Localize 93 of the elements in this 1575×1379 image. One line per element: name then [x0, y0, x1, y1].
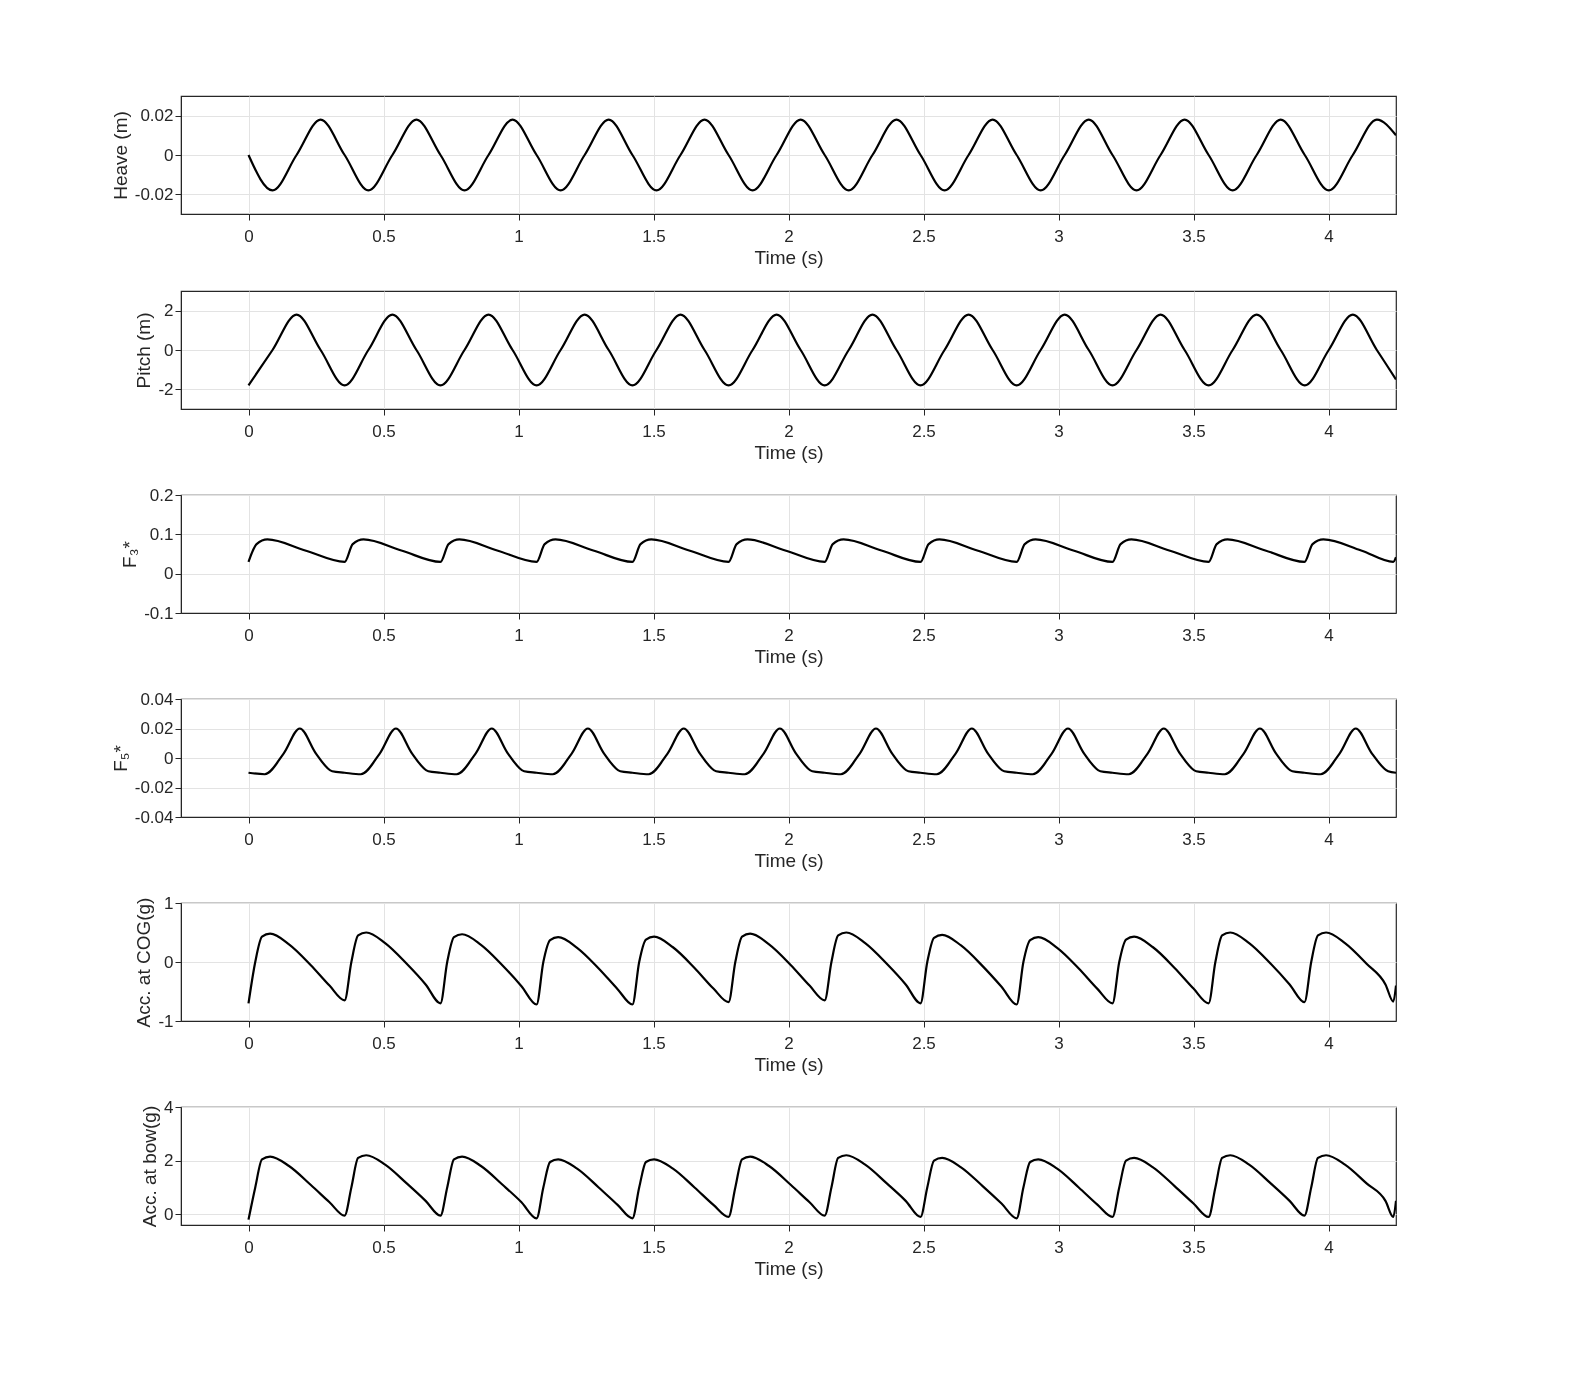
y-tick-label: 0: [164, 340, 174, 360]
y-tick-label: -1: [158, 1011, 174, 1031]
x-tick-label: 3: [1054, 1237, 1064, 1257]
y-tick-label: 0.2: [149, 485, 174, 505]
x-tick-label: 1: [514, 625, 524, 645]
y-tick-label: -0.02: [134, 184, 174, 204]
y-tick-label: 0: [164, 1204, 174, 1224]
y-tick-label: 2: [164, 1151, 174, 1171]
x-tick-label: 0.5: [372, 1237, 396, 1257]
x-tick-label: 1: [514, 421, 524, 441]
y-axis-title: Pitch (m): [133, 312, 155, 389]
x-tick-label: 0.5: [372, 625, 396, 645]
y-tick-label: 0: [164, 748, 174, 768]
x-tick-label: 1: [514, 1033, 524, 1053]
x-tick-label: 4: [1324, 1237, 1334, 1257]
y-tick-label: 1: [164, 893, 174, 913]
x-tick-label: 1.5: [642, 421, 666, 441]
y-axis-title: F₃*: [119, 540, 141, 568]
x-tick-label: 2.5: [912, 226, 936, 246]
x-tick-label: 2: [784, 421, 794, 441]
x-tick-label: 3.5: [1182, 829, 1206, 849]
y-tick-label: 0: [164, 564, 174, 584]
x-tick-label: 3.5: [1182, 226, 1206, 246]
x-tick-label: 3.5: [1182, 421, 1206, 441]
y-axis-title: Heave (m): [109, 111, 131, 200]
y-tick-label: 0: [164, 145, 174, 165]
line-series: [247, 118, 1396, 192]
x-tick-label: 0.5: [372, 829, 396, 849]
y-tick-label: 0.1: [149, 524, 174, 544]
x-tick-label: 3.5: [1182, 1033, 1206, 1053]
y-axis-title: F₅*: [109, 744, 131, 772]
x-tick-label: 4: [1324, 226, 1334, 246]
x-tick-label: 1.5: [642, 226, 666, 246]
x-tick-label: 1.5: [642, 829, 666, 849]
x-tick-label: 1: [514, 1237, 524, 1257]
x-tick-label: 3: [1054, 421, 1064, 441]
y-tick-label: 2: [164, 301, 174, 321]
y-tick-label: -2: [158, 379, 174, 399]
y-axis-title: Acc. at bow(g): [139, 1105, 161, 1228]
x-tick-label: 3: [1054, 829, 1064, 849]
x-tick-label: 0: [244, 1033, 254, 1053]
y-tick-label: -0.02: [134, 778, 174, 797]
x-tick-label: 1.5: [642, 1237, 666, 1257]
x-tick-label: 0: [244, 226, 254, 246]
x-tick-label: 0: [244, 829, 254, 849]
y-tick-label: 0: [164, 952, 174, 972]
line-series: [247, 1154, 1396, 1221]
x-tick-label: 3.5: [1182, 625, 1206, 645]
x-tick-label: 2.5: [912, 625, 936, 645]
x-tick-label: 2: [784, 226, 794, 246]
x-tick-label: 3: [1054, 1033, 1064, 1053]
x-tick-label: 0.5: [372, 226, 396, 246]
x-tick-label: 3: [1054, 625, 1064, 645]
x-tick-label: 0: [244, 421, 254, 441]
x-tick-label: 2: [784, 829, 794, 849]
x-tick-label: 0: [244, 1237, 254, 1257]
x-tick-label: 2: [784, 1237, 794, 1257]
x-tick-label: 0: [244, 625, 254, 645]
y-tick-label: -0.04: [134, 807, 174, 827]
line-series: [247, 313, 1396, 387]
x-tick-label: 0.5: [372, 1033, 396, 1053]
x-tick-label: 4: [1324, 625, 1334, 645]
y-tick-label: 0.02: [140, 719, 174, 738]
x-tick-label: 1: [514, 226, 524, 246]
x-tick-label: 2.5: [912, 421, 936, 441]
x-axis-title: Time (s): [754, 645, 824, 667]
x-tick-label: 2: [784, 625, 794, 645]
x-axis-title: Time (s): [754, 1053, 824, 1075]
x-tick-label: 2.5: [912, 1237, 936, 1257]
y-tick-label: 4: [164, 1097, 174, 1117]
x-tick-label: 1.5: [642, 1033, 666, 1053]
x-tick-label: 1.5: [642, 625, 666, 645]
x-tick-label: 3: [1054, 226, 1064, 246]
line-series: [247, 538, 1396, 563]
x-axis-title: Time (s): [754, 246, 824, 268]
y-axis-title: Acc. at COG(g): [133, 897, 155, 1028]
y-tick-label: 0.02: [140, 106, 174, 126]
x-tick-label: 4: [1324, 421, 1334, 441]
y-tick-label: -0.1: [144, 603, 174, 623]
x-tick-label: 4: [1324, 1033, 1334, 1053]
x-tick-label: 2.5: [912, 829, 936, 849]
x-tick-label: 1: [514, 829, 524, 849]
x-tick-label: 2.5: [912, 1033, 936, 1053]
x-axis-title: Time (s): [754, 849, 824, 871]
x-tick-label: 2: [784, 1033, 794, 1053]
x-tick-label: 3.5: [1182, 1237, 1206, 1257]
y-tick-label: 0.04: [140, 689, 174, 709]
x-axis-title: Time (s): [754, 1257, 824, 1279]
x-tick-label: 0.5: [372, 421, 396, 441]
line-series: [247, 727, 1396, 776]
x-tick-label: 4: [1324, 829, 1334, 849]
line-series: [247, 931, 1396, 1006]
x-axis-title: Time (s): [754, 441, 824, 463]
